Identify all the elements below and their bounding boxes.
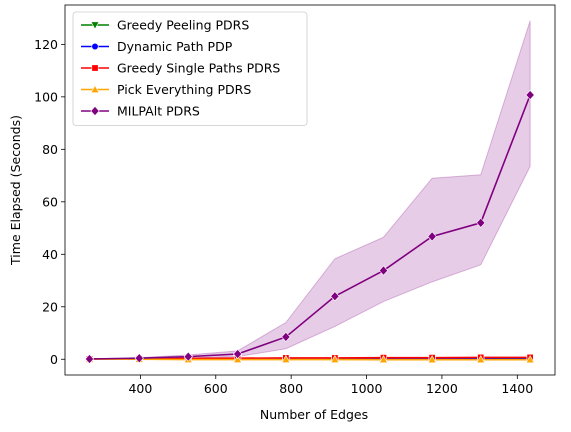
pick-everything-pdrs-point: [476, 355, 486, 364]
series-markers: [84, 89, 535, 365]
series-lines: [89, 94, 531, 361]
pick-everything-pdrs-point: [378, 355, 389, 364]
y-tick-label: 100: [34, 89, 58, 104]
milpalt-pdrs-point: [427, 231, 437, 242]
pick-everything-pdrs-point: [233, 354, 243, 364]
pick-everything-pdrs-point: [330, 354, 340, 364]
pick-everything-pdrs-point: [525, 355, 535, 364]
milpalt-pdrs-confidence-band: [89, 20, 531, 360]
y-tick-label: 60: [42, 194, 58, 209]
x-axis-label: Number of Edges: [260, 407, 368, 422]
y-tick-label: 120: [34, 37, 58, 52]
x-axis-ticks: 400 600 800 1000 1200 1400: [128, 375, 533, 396]
milpalt-pdrs-point: [183, 351, 193, 362]
milpalt-pdrs-point: [525, 89, 535, 101]
milpalt-pdrs-legend-marker: [90, 105, 100, 117]
legend-box: [72, 11, 308, 126]
y-tick-label: 20: [42, 299, 58, 314]
y-tick-label: 80: [42, 142, 58, 157]
y-axis-ticks: 0 20 40 60 80 100 120: [34, 37, 65, 367]
x-tick-label: 1000: [351, 381, 383, 396]
pick-everything-pdrs-point: [281, 354, 291, 364]
confidence-bands: [89, 20, 531, 360]
milpalt-pdrs-point: [134, 353, 144, 364]
x-tick-label: 800: [279, 381, 303, 396]
x-tick-label: 400: [128, 381, 152, 396]
milpalt-pdrs-point: [233, 348, 243, 360]
x-tick-label: 600: [204, 381, 228, 396]
milpalt-pdrs-point: [330, 291, 340, 302]
y-tick-label: 40: [42, 247, 58, 262]
x-tick-label: 1200: [426, 381, 458, 396]
milpalt-pdrs-point: [476, 217, 486, 228]
greedy-peeling-pdrs-legend-label: Greedy Peeling PDRS: [117, 18, 249, 33]
milpalt-pdrs-legend-label: MILPAlt PDRS: [117, 104, 200, 119]
dynamic-path-pdp-legend-marker: [91, 42, 99, 51]
plot-frame: [64, 4, 556, 376]
y-axis-label: Time Elapsed (Seconds): [8, 115, 23, 266]
pick-everything-pdrs-point: [427, 355, 437, 364]
x-tick-label: 1400: [501, 381, 533, 396]
greedy-peeling-pdrs-legend-marker: [90, 21, 100, 30]
pick-everything-pdrs-legend-label: Pick Everything PDRS: [117, 82, 251, 97]
milpalt-pdrs-line: [89, 94, 531, 360]
legend: Greedy Peeling PDRS Dynamic Path PDP Greed…: [72, 11, 308, 126]
milpalt-pdrs-point: [378, 265, 389, 276]
pick-everything-pdrs-legend-marker: [90, 84, 100, 93]
greedy-single-paths-pdrs-legend-label: Greedy Single Paths PDRS: [117, 61, 280, 76]
y-tick-label: 0: [50, 352, 58, 367]
dynamic-path-pdp-legend-label: Dynamic Path PDP: [117, 39, 233, 54]
greedy-single-paths-pdrs-legend-marker: [91, 64, 99, 72]
milpalt-pdrs-point: [281, 331, 291, 342]
milpalt-pdrs-point: [84, 353, 95, 365]
